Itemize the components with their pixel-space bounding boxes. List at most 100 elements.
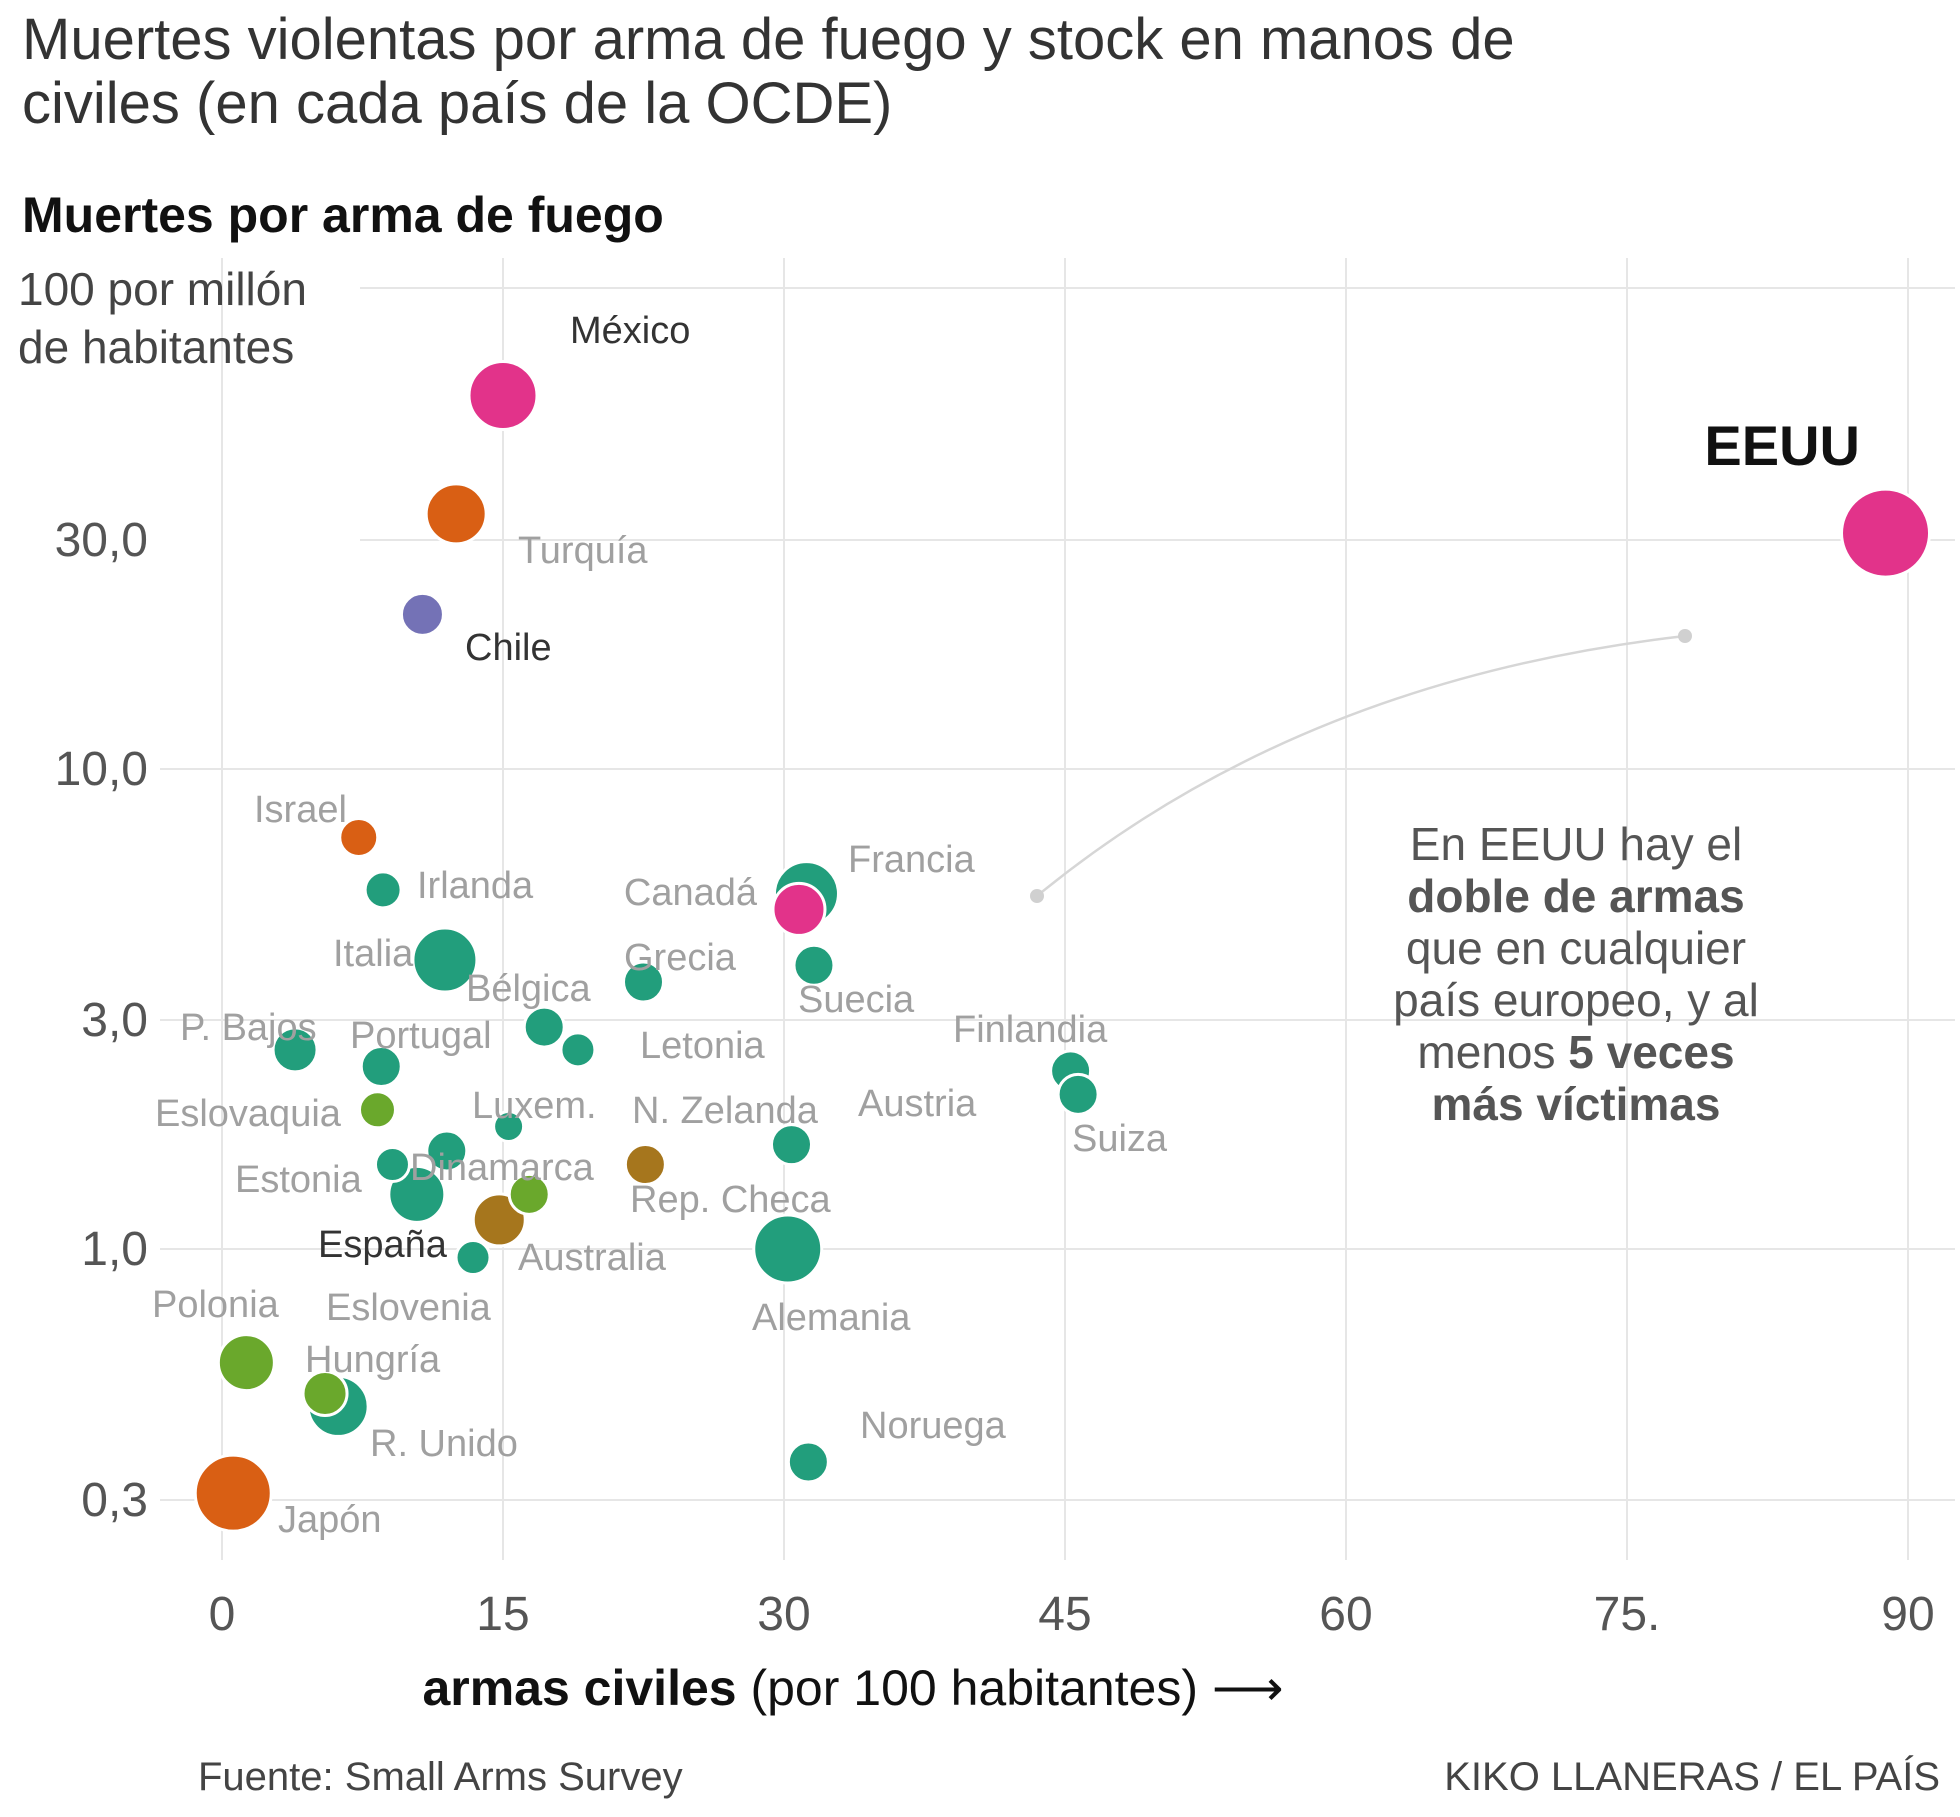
x-tick-label: 60 [1319, 1588, 1372, 1641]
point-labels: México EEUU Turquía Chile Israel Irlanda Franc… [152, 310, 1860, 1541]
annotation-dot-end [1678, 629, 1692, 643]
annotation-line: país europeo, y al [1393, 974, 1759, 1026]
point-chile [399, 591, 445, 637]
point-belgica [522, 1005, 566, 1049]
credit-note: KIKO LLANERAS / EL PAÍS [1444, 1755, 1940, 1799]
annotation-segment: 5 veces [1568, 1026, 1734, 1078]
x-tick-label: 45 [1038, 1588, 1091, 1641]
label-eeuu: EEUU [1704, 414, 1860, 477]
label-polonia: Polonia [152, 1284, 280, 1326]
label-francia: Francia [848, 839, 976, 881]
point-n-zelanda [425, 1129, 469, 1173]
label-israel: Israel [254, 789, 347, 831]
point-australia [507, 1172, 551, 1216]
annotation-segment: país europeo, y al [1393, 974, 1759, 1026]
axes: Muertes por arma de fuego 100 por millón… [18, 187, 1935, 1716]
point-israel [338, 816, 380, 858]
y-tick-label: 3,0 [81, 994, 148, 1047]
label-n-zelanda: N. Zelanda [632, 1090, 819, 1132]
annotation-line: que en cualquier [1406, 922, 1746, 974]
label-italia: Italia [333, 933, 414, 975]
source-note: Fuente: Small Arms Survey [198, 1755, 683, 1799]
annotation-line: En EEUU hay el [1410, 818, 1742, 870]
point-luxem [492, 1109, 526, 1143]
label-turquia: Turquía [518, 530, 648, 572]
data-points [193, 360, 1932, 1533]
annotation-text: En EEUU hay el doble de armas que en cualq… [1393, 818, 1759, 1130]
label-portugal: Portugal [350, 1015, 492, 1057]
point-suecia [792, 943, 836, 987]
point-eslovaquia [357, 1090, 397, 1130]
x-axis-title-rest: (por 100 habitantes) ⟶ [737, 1660, 1284, 1716]
annotation-line: más víctimas [1432, 1078, 1721, 1130]
x-tick-label: 30 [757, 1588, 810, 1641]
label-mexico: México [570, 310, 690, 352]
label-canada: Canadá [624, 872, 758, 914]
annotation-connector [1030, 629, 1692, 903]
chart-title: Muertes violentas por arma de fuego y st… [22, 7, 1515, 136]
label-luxem: Luxem. [472, 1085, 597, 1127]
point-estonia [387, 1164, 447, 1224]
point-hungria [301, 1370, 349, 1418]
point-austria [769, 1123, 813, 1167]
label-hungria: Hungría [305, 1339, 441, 1381]
point-letonia [559, 1031, 597, 1069]
point-suiza [1056, 1072, 1100, 1116]
point-polonia [216, 1333, 276, 1393]
label-australia: Australia [518, 1237, 667, 1279]
label-belgica: Bélgica [466, 968, 591, 1010]
annotation-segment: que en cualquier [1406, 922, 1746, 974]
label-eslovaquia: Eslovaquia [155, 1093, 342, 1135]
label-suecia: Suecia [798, 979, 915, 1021]
y-axis-title: Muertes por arma de fuego [22, 187, 664, 243]
label-letonia: Letonia [640, 1025, 766, 1067]
x-tick-label: 15 [476, 1588, 529, 1641]
annotation-line: doble de armas [1407, 870, 1744, 922]
annotation-line: menos 5 veces [1417, 1026, 1734, 1078]
point-turquia [424, 482, 488, 546]
label-suiza: Suiza [1072, 1118, 1168, 1160]
point-italia [411, 926, 479, 994]
point-canada [771, 881, 827, 937]
point-grecia [622, 960, 665, 1004]
label-irlanda: Irlanda [417, 865, 534, 907]
label-dinamarca: Dinamarca [410, 1147, 595, 1189]
x-axis-title: armas civiles (por 100 habitantes) ⟶ [422, 1660, 1283, 1716]
label-r-unido: R. Unido [370, 1423, 518, 1465]
y-tick-label: 1,0 [81, 1223, 148, 1276]
label-noruega: Noruega [860, 1405, 1007, 1447]
grid-lines [160, 258, 1955, 1560]
annotation-arrow-line [1036, 634, 1686, 897]
y-tick-label: 0,3 [81, 1474, 148, 1527]
point-japon [193, 1453, 273, 1533]
y-tick-label: 30,0 [55, 514, 148, 567]
y-axis-unit-line: 100 por millón [18, 263, 307, 315]
point-dinamarca [373, 1145, 411, 1183]
annotation-dot-start [1030, 889, 1044, 903]
label-japon: Japón [278, 1499, 382, 1541]
label-espana: España [318, 1224, 448, 1266]
x-tick-label: 90 [1881, 1588, 1934, 1641]
label-finlandia: Finlandia [953, 1009, 1108, 1051]
point-mexico [467, 360, 539, 432]
y-axis-unit-line: de habitantes [18, 321, 294, 373]
label-chile: Chile [465, 627, 552, 669]
label-rep-checa: Rep. Checa [630, 1179, 832, 1221]
x-tick-label: 75. [1594, 1588, 1661, 1641]
label-p-bajos: P. Bajos [180, 1007, 317, 1049]
point-eeuu [1840, 487, 1932, 579]
point-rep-checa [623, 1142, 667, 1186]
annotation-segment: más víctimas [1432, 1078, 1721, 1130]
point-p-bajos [271, 1026, 319, 1074]
x-tick-label: 0 [209, 1588, 236, 1641]
annotation-segment: menos [1417, 1026, 1568, 1078]
point-portugal [359, 1045, 403, 1089]
y-axis-unit: 100 por millón de habitantes [18, 263, 307, 373]
y-tick-label: 10,0 [55, 743, 148, 796]
point-irlanda [363, 870, 403, 910]
label-eslovenia: Eslovenia [326, 1287, 492, 1329]
annotation-segment: doble de armas [1407, 870, 1744, 922]
point-alemania [752, 1213, 824, 1285]
point-eslovenia [454, 1239, 492, 1277]
